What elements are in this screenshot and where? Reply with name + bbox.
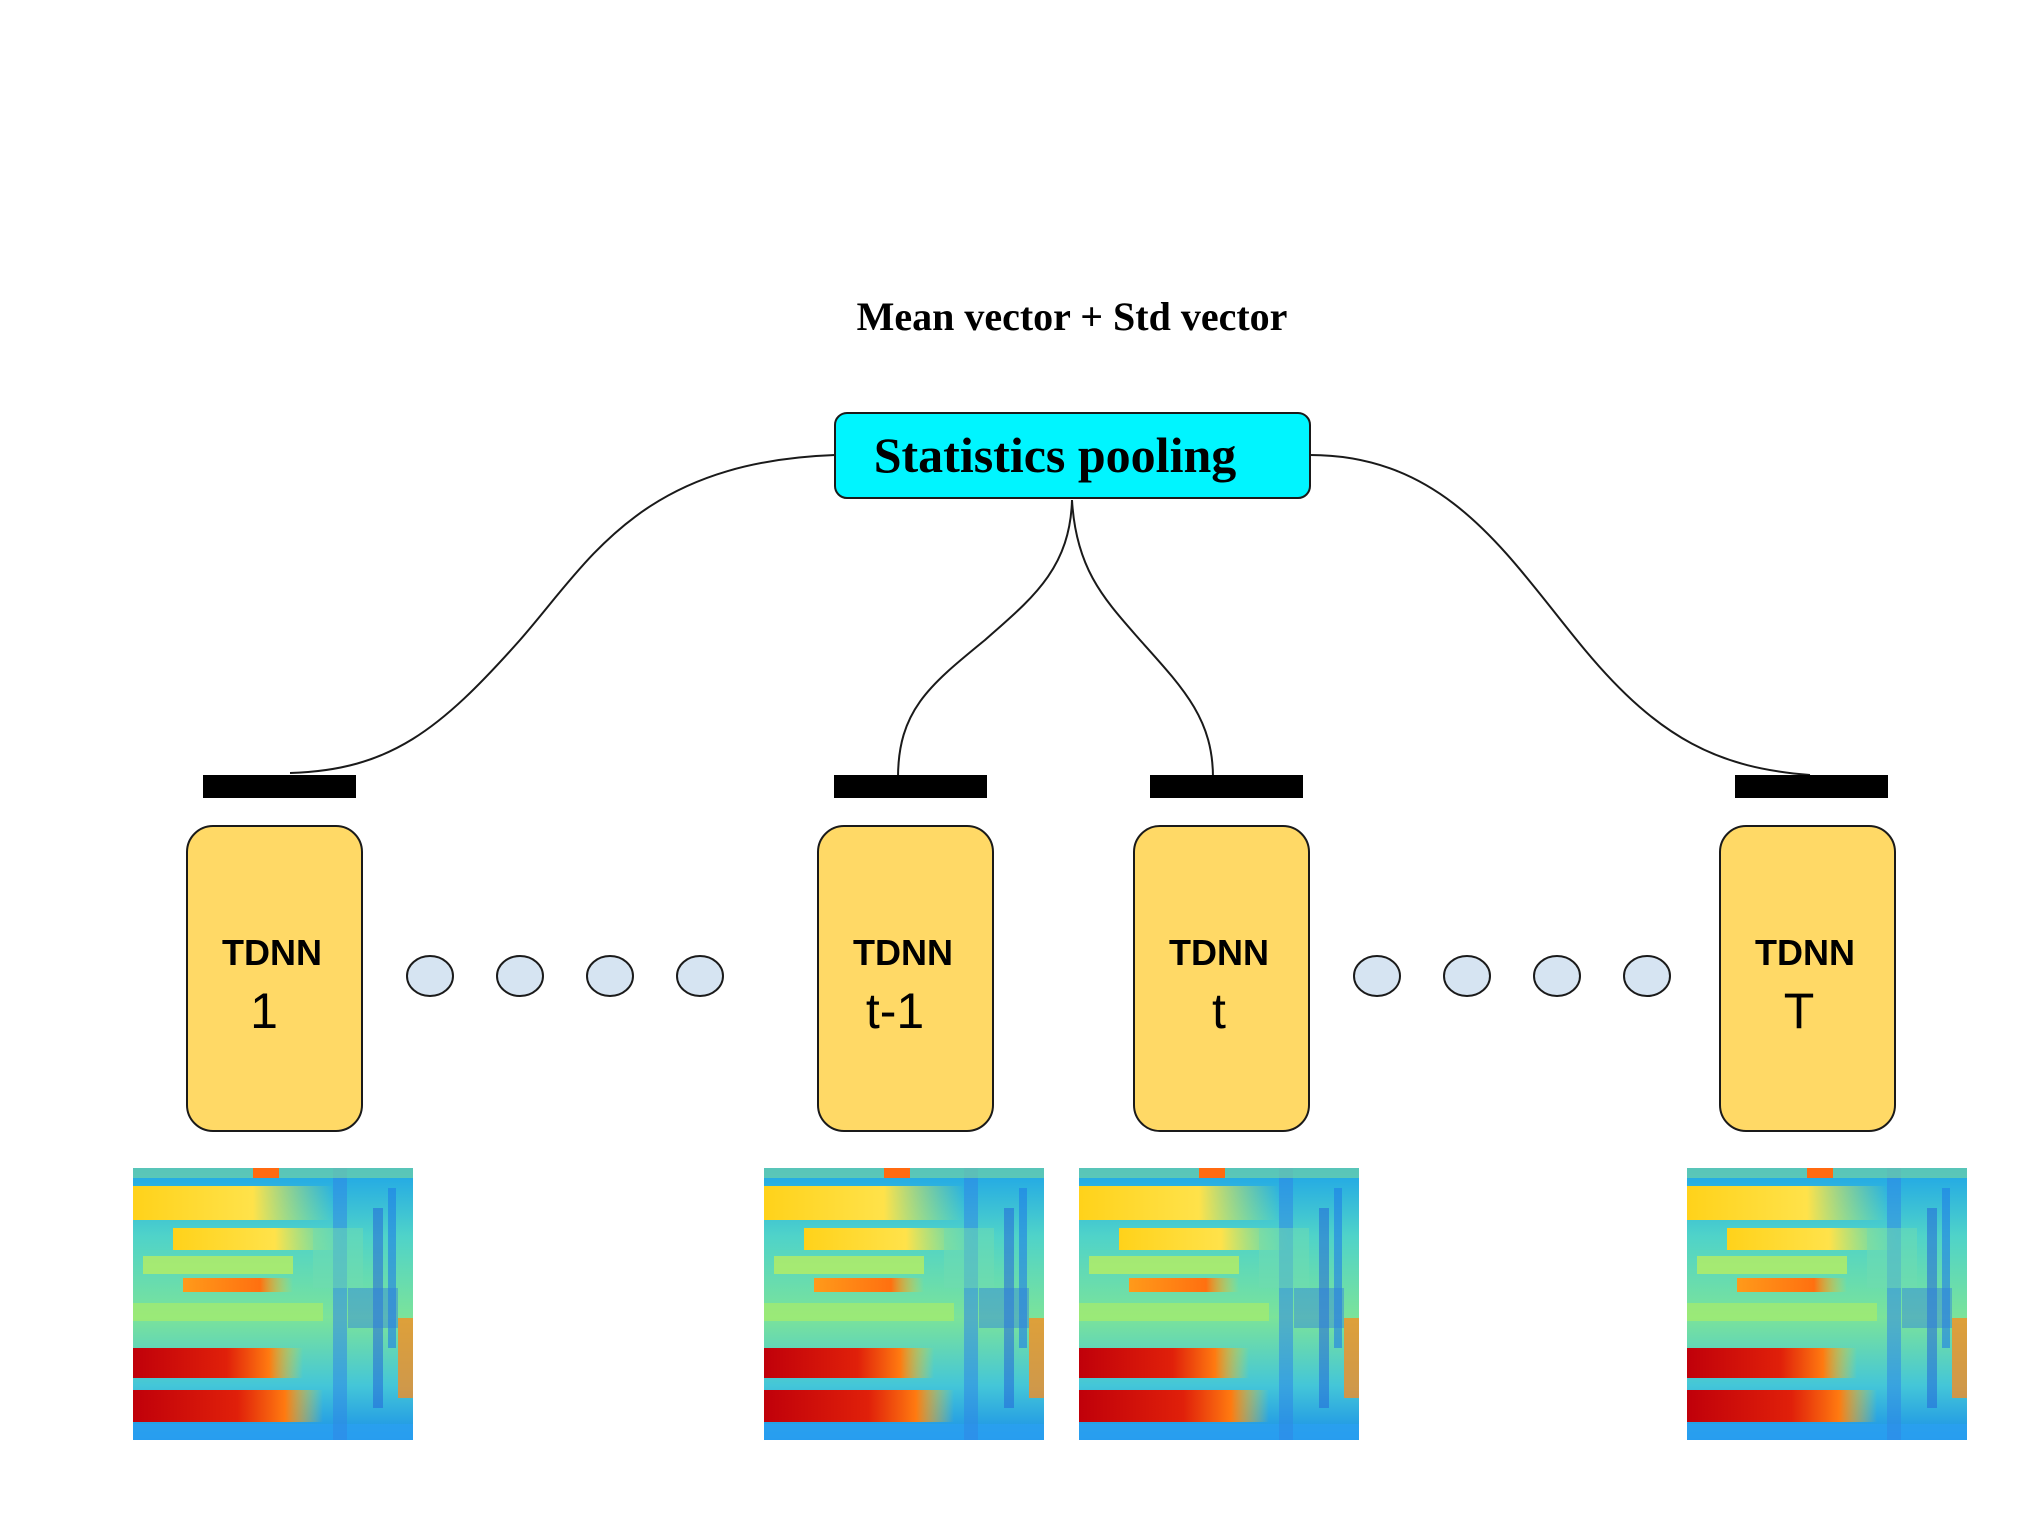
connector-T bbox=[1309, 454, 1811, 776]
tdnn-index: T bbox=[1784, 983, 1815, 1039]
connector-t bbox=[1071, 499, 1214, 779]
tdnn-index: t-1 bbox=[866, 983, 924, 1039]
ellipsis-dot bbox=[586, 955, 634, 997]
ellipsis-dot bbox=[676, 955, 724, 997]
tdnn-block-t-1: TDNN t-1 bbox=[817, 825, 994, 1132]
output-bar-1 bbox=[203, 775, 356, 798]
output-bars bbox=[203, 775, 1888, 798]
tdnn-title: TDNN bbox=[1755, 932, 1855, 973]
connector-1 bbox=[289, 454, 836, 774]
spectrogram-image-T bbox=[1687, 1168, 1967, 1440]
spectrogram-image-t-1 bbox=[764, 1168, 1044, 1440]
output-label: Mean vector + Std vector bbox=[857, 294, 1288, 339]
ellipsis-dot bbox=[406, 955, 454, 997]
spectrogram-image-t bbox=[1079, 1168, 1359, 1440]
ellipsis-dot bbox=[1533, 955, 1581, 997]
statistics-pooling-node: Statistics pooling bbox=[834, 412, 1311, 499]
tdnn-index: t bbox=[1212, 983, 1226, 1039]
output-bar-t-1 bbox=[834, 775, 987, 798]
tdnn-title: TDNN bbox=[222, 932, 322, 973]
ellipsis-dot bbox=[1353, 955, 1401, 997]
tdnn-title: TDNN bbox=[853, 932, 953, 973]
spectrogram-image-1 bbox=[133, 1168, 413, 1440]
tdnn-block-1: TDNN 1 bbox=[186, 825, 363, 1132]
ellipsis-dot bbox=[1443, 955, 1491, 997]
connector-t-1 bbox=[897, 499, 1073, 779]
statistics-pooling-label: Statistics pooling bbox=[874, 427, 1237, 483]
output-bar-T bbox=[1735, 775, 1888, 798]
ellipsis-dot bbox=[1623, 955, 1671, 997]
ellipsis-dot bbox=[496, 955, 544, 997]
connectors bbox=[289, 454, 1811, 779]
output-bar-t bbox=[1150, 775, 1303, 798]
tdnn-title: TDNN bbox=[1169, 932, 1269, 973]
tdnn-block-T: TDNN T bbox=[1719, 825, 1896, 1132]
tdnn-index: 1 bbox=[250, 983, 278, 1039]
ellipsis-dots-left bbox=[406, 955, 724, 997]
tdnn-block-t: TDNN t bbox=[1133, 825, 1310, 1132]
ellipsis-dots-right bbox=[1353, 955, 1671, 997]
